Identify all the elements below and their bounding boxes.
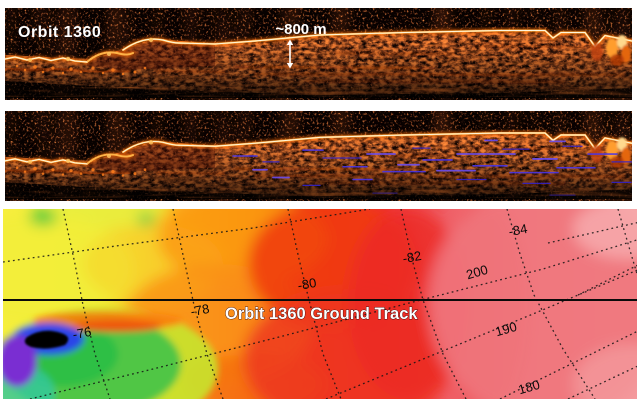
latitude-label: -76	[71, 324, 92, 342]
longitude-line	[3, 209, 371, 263]
basin-floor	[24, 330, 69, 349]
longitude-line	[577, 264, 637, 296]
latitude-label: -82	[401, 248, 422, 266]
panel-title: Orbit 1360	[18, 24, 101, 41]
latitude-label: -80	[296, 275, 317, 293]
ground-track-label: Orbit 1360 Ground Track	[225, 305, 418, 323]
longitude-line	[499, 330, 637, 399]
radargram-panel-middle	[5, 111, 632, 201]
depth-annotation: ~800 m	[275, 21, 326, 38]
depth-arrow	[286, 39, 294, 69]
longitude-line	[567, 365, 637, 399]
latitude-label: -78	[189, 301, 210, 319]
longitude-label: 200	[465, 262, 490, 282]
longitude-line	[29, 239, 637, 399]
longitude-label: 180	[517, 377, 542, 397]
subsurface-layer-picks	[232, 139, 632, 196]
polar-basin	[3, 307, 218, 399]
ground-track-map: -76 -78 -80 -82 -84 200 190 180 Orbit 13…	[3, 209, 637, 399]
graticule-labels: -76 -78 -80 -82 -84 200 190 180	[71, 221, 541, 397]
graticule	[3, 209, 637, 399]
longitude-label: 190	[494, 319, 519, 339]
latitude-line	[287, 209, 342, 399]
latitude-line	[506, 209, 596, 399]
radargram-panel-top: Orbit 1360 ~800 m	[5, 8, 632, 100]
longitude-line	[547, 222, 637, 244]
latitude-label: -84	[507, 221, 528, 239]
